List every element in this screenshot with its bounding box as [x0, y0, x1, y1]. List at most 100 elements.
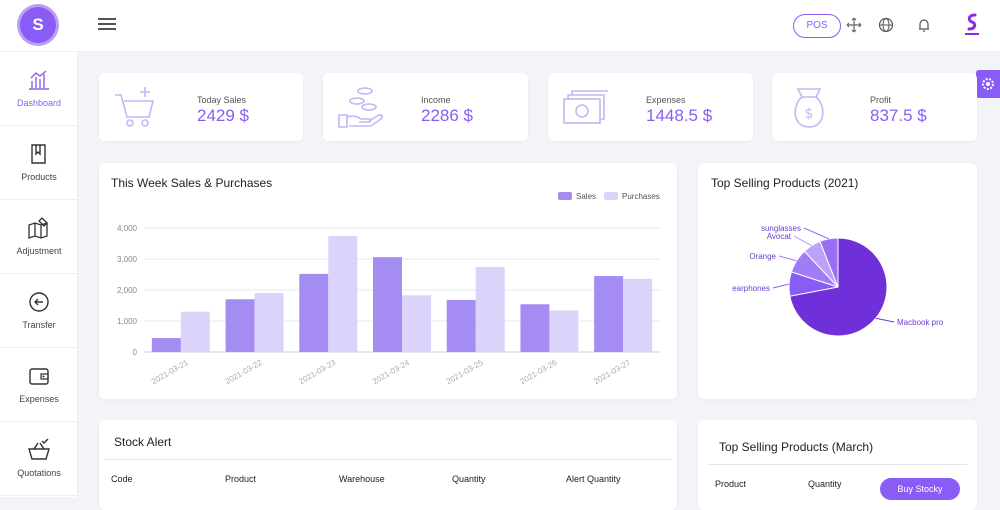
stat-label: Expenses: [646, 95, 686, 105]
x-tick-label: 2021-03-23: [297, 358, 337, 387]
x-tick-label: 2021-03-26: [518, 358, 558, 387]
y-tick-label: 2,000: [117, 286, 138, 295]
pie-label: sunglasses: [761, 224, 801, 233]
pie-leader-line: [793, 235, 812, 247]
sidebar-item-products[interactable]: Products: [0, 126, 78, 200]
pie-label: earphones: [732, 284, 770, 293]
stat-value: 2286 $: [421, 106, 473, 125]
sidebar-item-label: Products: [21, 172, 57, 182]
divider: [104, 459, 672, 460]
pie-leader-line: [803, 227, 830, 240]
bar-sales: [373, 257, 402, 352]
menu-toggle-button[interactable]: [98, 18, 116, 32]
x-tick-label: 2021-03-22: [224, 358, 264, 387]
bar-sales: [151, 338, 181, 352]
sidebar-item-label: Dashboard: [16, 98, 62, 108]
column-header[interactable]: Alert Quantity: [566, 474, 621, 484]
settings-gear-button[interactable]: [976, 70, 1000, 98]
sidebar-item-label: Quotations: [17, 468, 61, 478]
map-edit-icon: [28, 217, 48, 239]
bar-sales: [446, 299, 476, 352]
sidebar-item-label: Expenses: [19, 394, 59, 404]
stat-card-income: Income 2286 $: [323, 73, 528, 141]
column-header[interactable]: Warehouse: [339, 474, 385, 484]
y-tick-label: 4,000: [117, 224, 138, 233]
legend-label: Sales: [576, 192, 597, 201]
bar-sales: [520, 304, 550, 352]
banknotes-icon: [563, 90, 608, 124]
card-title: This Week Sales & Purchases: [111, 176, 273, 190]
user-avatar[interactable]: [962, 12, 982, 38]
stat-label: Profit: [870, 95, 892, 105]
buy-stocky-button[interactable]: Buy Stocky: [880, 478, 960, 500]
top-selling-products-card: Top Selling Products (2021) Macbook pro e…: [698, 163, 977, 399]
stat-card-profit: $ Profit 837.5 $: [772, 73, 977, 141]
pie-slice: [819, 237, 839, 288]
sidebar-item-label: Adjustment: [16, 246, 62, 256]
divider: [708, 464, 967, 465]
fullscreen-icon[interactable]: [845, 16, 863, 34]
bar-sales: [225, 299, 255, 352]
column-header[interactable]: Code: [111, 474, 133, 484]
pie-label: Orange: [749, 252, 776, 261]
top-bar: S POS: [0, 0, 1000, 52]
stat-label: Today Sales: [197, 95, 247, 105]
stat-card-expenses: Expenses 1448.5 $: [548, 73, 753, 141]
notification-bell-icon[interactable]: [915, 16, 933, 34]
book-icon: [31, 144, 46, 164]
wallet-icon: [29, 368, 49, 385]
top-selling-pie-chart: Macbook pro earphones Orange Avocatsunglass…: [732, 224, 944, 337]
weekly-sales-purchases-card: This Week Sales & Purchases Sales Purcha…: [99, 163, 677, 399]
legend-item-purchases[interactable]: Purchases: [604, 192, 660, 201]
bar-purchases: [402, 295, 431, 352]
sidebar-item-expenses[interactable]: Expenses: [0, 348, 78, 422]
column-header[interactable]: Product: [715, 479, 747, 489]
x-tick-label: 2021-03-27: [592, 358, 632, 387]
sidebar: Dashboard Products Adjustment Transfer E…: [0, 52, 78, 497]
card-title: Stock Alert: [114, 435, 172, 449]
stat-value: 1448.5 $: [646, 106, 713, 125]
bar-purchases: [328, 236, 358, 352]
pie-leader-line: [778, 255, 797, 262]
language-globe-icon[interactable]: [877, 16, 895, 34]
stat-card-today-sales: Today Sales 2429 $: [99, 73, 303, 141]
pie-leader-line: [875, 317, 895, 323]
top-selling-march-card: Top Selling Products (March) Product Qua…: [698, 420, 977, 510]
legend-swatch: [558, 192, 572, 200]
legend-item-sales[interactable]: Sales: [558, 192, 596, 201]
sidebar-item-label: Transfer: [22, 320, 56, 330]
weekly-bar-chart: 4,000 3,000 2,000 1,000 0 2021-03-21 2021-03-2…: [117, 224, 660, 387]
column-header[interactable]: Quantity: [808, 479, 842, 489]
column-header[interactable]: Product: [225, 474, 257, 484]
bar-sales: [594, 276, 624, 352]
x-tick-label: 2021-03-25: [445, 358, 485, 387]
basket-check-icon: [28, 438, 50, 460]
bar-purchases: [623, 278, 653, 352]
sidebar-item-adjustment[interactable]: Adjustment: [0, 200, 78, 274]
bar-purchases: [475, 267, 505, 352]
svg-text:$: $: [805, 106, 814, 122]
bar-sales: [299, 273, 329, 352]
x-tick-label: 2021-03-24: [371, 358, 411, 387]
legend-label: Purchases: [622, 192, 660, 201]
pos-button[interactable]: POS: [793, 14, 841, 38]
stat-value: 837.5 $: [870, 106, 927, 125]
hand-coins-icon: [338, 87, 383, 128]
card-title: Top Selling Products (2021): [711, 176, 859, 190]
arrow-left-circle-icon: [29, 292, 49, 312]
pie-leader-line: [772, 283, 790, 289]
money-bag-icon: $: [794, 88, 824, 128]
sidebar-item-quotations[interactable]: Quotations: [0, 422, 78, 496]
y-tick-label: 1,000: [117, 317, 138, 326]
app-logo[interactable]: S: [20, 7, 56, 43]
legend-swatch: [604, 192, 618, 200]
pie-label: Avocat: [767, 232, 792, 241]
bar-purchases: [549, 310, 579, 352]
sidebar-item-transfer[interactable]: Transfer: [0, 274, 78, 348]
sidebar-item-dashboard[interactable]: Dashboard: [0, 52, 78, 126]
stat-value: 2429 $: [197, 106, 249, 125]
cart-plus-icon: [115, 87, 155, 127]
column-header[interactable]: Quantity: [452, 474, 486, 484]
bar-chart-icon: [29, 70, 49, 90]
y-tick-label: 0: [133, 348, 138, 357]
